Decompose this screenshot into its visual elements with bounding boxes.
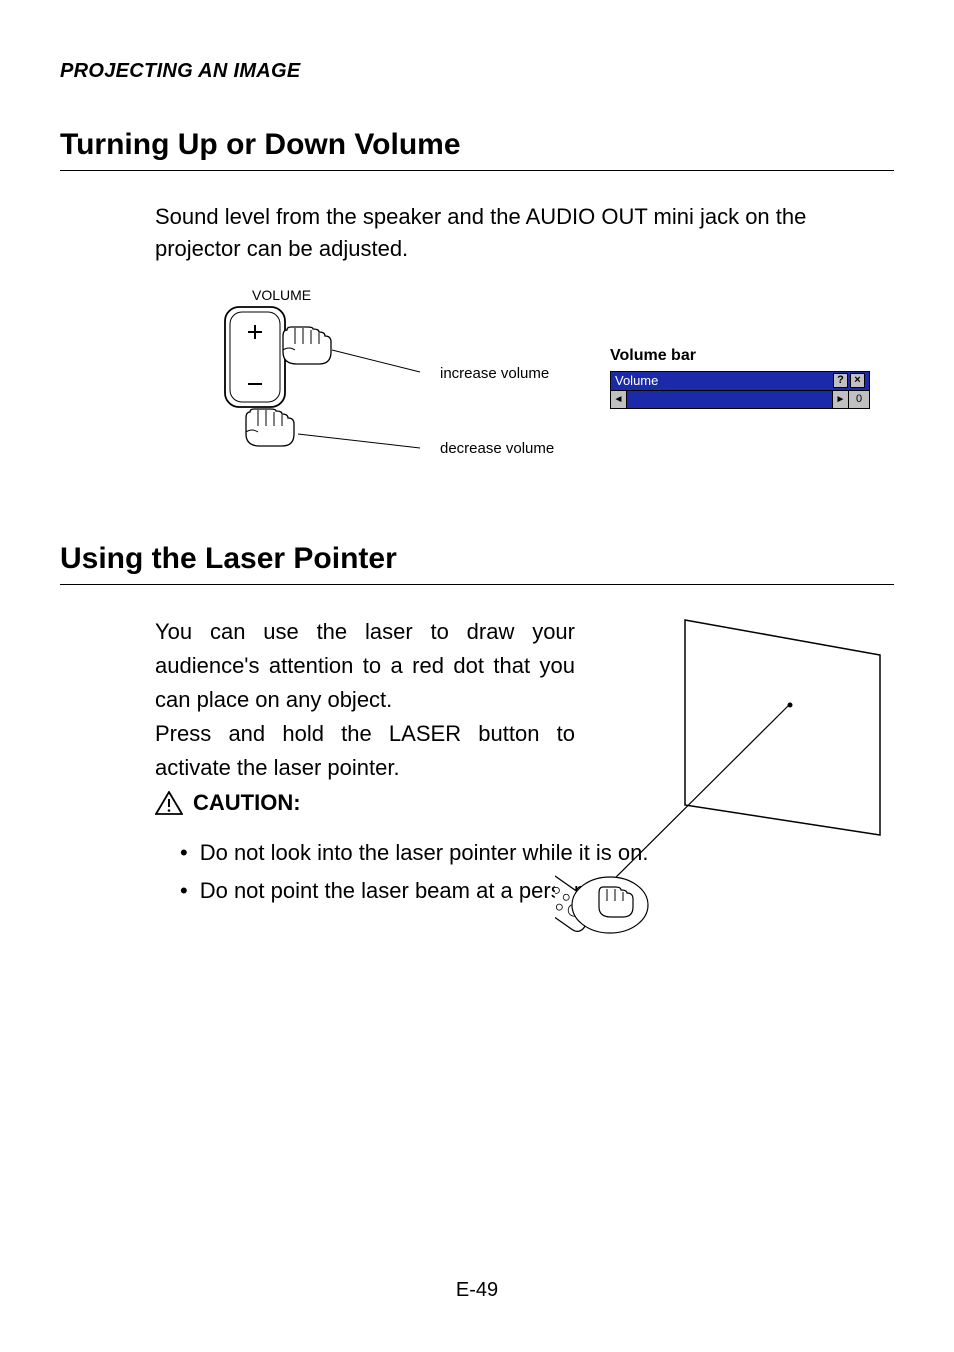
- laser-pointer-diagram: [555, 605, 895, 935]
- laser-body1: You can use the laser to draw your audie…: [155, 619, 575, 712]
- volume-bar-header: Volume ? ×: [610, 371, 870, 391]
- page: PROJECTING AN IMAGE Turning Up or Down V…: [0, 0, 954, 1352]
- laser-body2: Press and hold the LASER button to activ…: [155, 721, 575, 780]
- volume-figure: VOLUME increase vo: [180, 287, 894, 487]
- page-number: E-49: [0, 1279, 954, 1302]
- volume-slider-track[interactable]: [627, 391, 832, 408]
- volume-bar-track-row: ◄ ► 0: [610, 391, 870, 409]
- volume-bar-window-title: Volume: [615, 373, 833, 388]
- volume-value: 0: [848, 391, 869, 408]
- volume-label: VOLUME: [252, 287, 311, 303]
- close-button[interactable]: ×: [850, 373, 865, 388]
- help-button[interactable]: ?: [833, 373, 848, 388]
- section2: Using the Laser Pointer You can use the …: [60, 542, 894, 909]
- laser-text: You can use the laser to draw your audie…: [155, 615, 575, 785]
- volume-increase-button[interactable]: ►: [832, 391, 848, 408]
- volume-bar-title: Volume bar: [610, 347, 870, 365]
- section2-rule: [60, 584, 894, 585]
- section2-title: Using the Laser Pointer: [60, 542, 894, 576]
- running-head: PROJECTING AN IMAGE: [60, 60, 894, 83]
- section1-title: Turning Up or Down Volume: [60, 128, 894, 162]
- laser-row: You can use the laser to draw your audie…: [60, 615, 894, 785]
- caution-label: CAUTION:: [193, 790, 301, 816]
- volume-bar-window: Volume bar Volume ? × ◄ ► 0: [610, 347, 870, 409]
- warning-icon: [155, 791, 183, 815]
- volume-decrease-button[interactable]: ◄: [611, 391, 627, 408]
- volume-button-diagram: [220, 302, 440, 487]
- section1-body: Sound level from the speaker and the AUD…: [155, 201, 884, 265]
- decrease-volume-caption: decrease volume: [440, 440, 554, 457]
- section1-rule: [60, 170, 894, 171]
- increase-volume-caption: increase volume: [440, 365, 549, 382]
